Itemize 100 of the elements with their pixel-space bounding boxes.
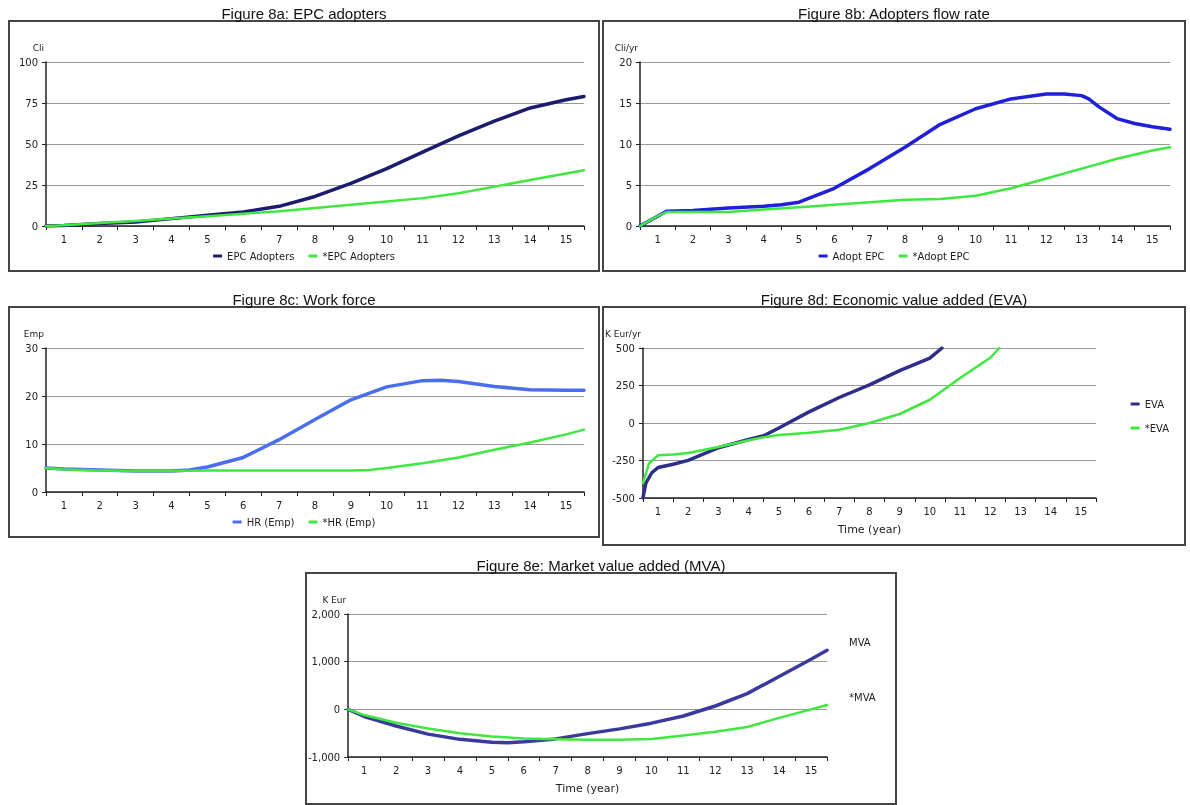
x-tick-label: 2 — [689, 233, 697, 245]
x-axis-title: Time (year) — [836, 523, 902, 536]
x-tick-label: 1 — [60, 499, 68, 511]
y-tick-label: 100 — [18, 56, 38, 68]
y-tick-label: 500 — [615, 342, 635, 354]
legend-label: *EPC Adopters — [322, 250, 395, 262]
x-tick-label: 11 — [677, 764, 690, 776]
x-tick-label: 14 — [772, 764, 786, 776]
x-tick-label: 13 — [740, 764, 754, 776]
x-tick-label: 7 — [836, 505, 843, 517]
x-tick-label: 3 — [424, 764, 432, 776]
x-axis-title: Time (year) — [554, 782, 620, 795]
x-tick-label: 14 — [1110, 233, 1124, 245]
x-tick-label: 3 — [132, 233, 139, 245]
x-tick-label: 1 — [361, 764, 368, 776]
y-tick-label: 75 — [25, 97, 38, 109]
legend-label: *EVA — [1144, 422, 1170, 434]
y-tick-label: 20 — [619, 56, 632, 68]
y-tick-label: -500 — [612, 492, 635, 504]
x-tick-label: 15 — [1145, 233, 1159, 245]
y-tick-label: 30 — [25, 342, 38, 354]
x-tick-label: 2 — [392, 764, 400, 776]
x-tick-label: 12 — [452, 233, 465, 245]
x-tick-label: 7 — [275, 233, 283, 245]
x-tick-label: 9 — [937, 233, 944, 245]
chart-title: Figure 8e: Market value added (MVA) — [476, 557, 726, 574]
y-tick-label: 10 — [25, 438, 38, 450]
x-tick-label: 9 — [616, 764, 623, 776]
x-tick-label: 10 — [380, 233, 394, 245]
legend-label: Adopt EPC — [832, 250, 885, 262]
text: *MVA — [849, 691, 876, 703]
x-tick-label: 2 — [685, 505, 692, 517]
x-tick-label: 6 — [240, 233, 247, 245]
x-tick-label: 8 — [584, 764, 591, 776]
x-tick-label: 15 — [1074, 505, 1088, 517]
chart-title: Figure 8c: Work force — [232, 291, 376, 308]
line-series — [641, 346, 1001, 485]
x-tick-label: 1 — [60, 233, 68, 245]
x-tick-label: 13 — [1014, 505, 1027, 517]
y-tick-label: 25 — [25, 179, 38, 191]
x-tick-label: 11 — [953, 505, 967, 517]
x-tick-label: 14 — [523, 499, 537, 511]
x-tick-label: 5 — [204, 233, 211, 245]
y-tick-label: 1,000 — [311, 656, 341, 668]
x-tick-label: 4 — [456, 764, 464, 776]
x-tick-label: 4 — [168, 233, 175, 245]
x-tick-label: 10 — [923, 505, 937, 517]
x-tick-label: 11 — [416, 499, 429, 511]
text: MVA — [849, 636, 871, 648]
x-tick-label: 7 — [275, 499, 283, 511]
y-axis-title: Cli/yr — [614, 42, 639, 53]
x-tick-label: 11 — [416, 233, 429, 245]
legend-label: HR (Emp) — [246, 516, 295, 528]
x-tick-label: 10 — [645, 764, 658, 776]
legend-label: *HR (Emp) — [322, 516, 376, 528]
y-tick-label: 5 — [625, 179, 632, 191]
x-tick-label: 2 — [96, 233, 103, 245]
x-tick-label: 7 — [866, 233, 873, 245]
y-tick-label: 0 — [628, 417, 635, 429]
x-tick-label: 3 — [725, 233, 732, 245]
chart-title: Figure 8b: Adopters flow rate — [798, 5, 990, 22]
y-tick-label: 0 — [31, 486, 38, 498]
x-tick-label: 2 — [96, 499, 103, 511]
y-tick-label: -250 — [612, 455, 635, 466]
x-tick-label: 1 — [654, 233, 661, 245]
x-tick-label: 12 — [452, 499, 465, 511]
line-series — [44, 428, 586, 473]
y-tick-label: 0 — [31, 220, 38, 232]
y-tick-label: 15 — [619, 97, 632, 109]
x-tick-label: 6 — [831, 233, 838, 245]
y-tick-label: 20 — [25, 390, 38, 402]
x-tick-label: 12 — [708, 764, 722, 776]
x-tick-label: 13 — [1075, 233, 1089, 245]
y-tick-label: 2,000 — [311, 608, 341, 620]
x-tick-label: 4 — [168, 499, 175, 511]
x-tick-label: 1 — [654, 505, 662, 517]
x-tick-label: 8 — [311, 233, 319, 245]
x-tick-label: 12 — [983, 505, 997, 517]
x-tick-label: 5 — [795, 233, 803, 245]
y-tick-label: 50 — [25, 138, 38, 150]
x-tick-label: 15 — [804, 764, 818, 776]
x-tick-label: 14 — [523, 233, 537, 245]
x-tick-label: 14 — [1044, 505, 1058, 517]
x-tick-label: 15 — [559, 499, 573, 511]
y-axis-title: Cli — [32, 42, 44, 53]
x-tick-label: 10 — [969, 233, 983, 245]
x-tick-label: 9 — [896, 505, 903, 517]
x-tick-label: 6 — [240, 499, 247, 511]
x-tick-label: 5 — [775, 505, 783, 517]
x-tick-label: 5 — [204, 499, 211, 511]
x-tick-label: 4 — [745, 505, 752, 517]
legend-label: EVA — [1144, 398, 1165, 410]
y-tick-label: 10 — [619, 138, 632, 150]
y-tick-label: 0 — [625, 220, 632, 232]
x-tick-label: 8 — [866, 505, 873, 517]
x-tick-label: 9 — [347, 499, 355, 511]
x-tick-label: 7 — [552, 764, 559, 776]
y-tick-label: 0 — [333, 703, 341, 715]
y-tick-label: -1,000 — [307, 751, 341, 763]
x-tick-label: 6 — [805, 505, 813, 517]
